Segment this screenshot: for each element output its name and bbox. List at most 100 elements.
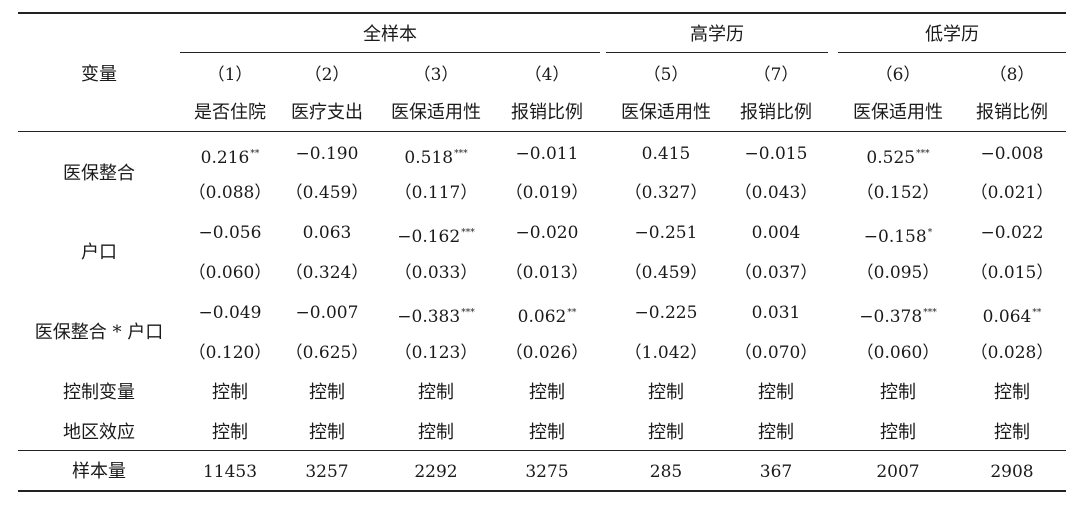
- coef-value: −0.020: [515, 223, 579, 243]
- coef-value: 0.525: [866, 148, 916, 168]
- std-error-cell: （0.459）: [624, 263, 708, 283]
- control-cell: 控制: [529, 382, 565, 403]
- sample-size-cell: 2292: [414, 462, 458, 482]
- std-error-cell: （0.028）: [970, 343, 1054, 363]
- coefficient-cell: −0.383***: [381, 298, 491, 328]
- coefficient-cell: −0.225: [611, 298, 721, 328]
- std-error-cell: （0.117）: [394, 183, 478, 203]
- top-rule: [18, 12, 1066, 14]
- coef-value: −0.378: [859, 307, 923, 327]
- coef-value: −0.225: [634, 303, 698, 323]
- sample-size-cell: 3275: [525, 462, 569, 482]
- coef-value: 0.062: [517, 307, 567, 327]
- column-name: 医保适用性: [853, 102, 943, 123]
- control-row-label: 控制变量: [63, 382, 135, 403]
- std-error-cell: （0.088）: [188, 183, 272, 203]
- coefficient-cell: −0.022: [957, 218, 1067, 248]
- coef-value: −0.251: [634, 223, 698, 243]
- coef-value: 0.064: [982, 307, 1032, 327]
- group-header-high-edu: 高学历: [690, 24, 744, 45]
- control-cell: 控制: [309, 382, 345, 403]
- significance-stars: *: [927, 228, 933, 238]
- significance-stars: **: [1032, 308, 1042, 318]
- coefficient-cell: 0.031: [721, 298, 831, 328]
- group-header-low-edu: 低学历: [925, 24, 979, 45]
- significance-stars: ***: [454, 149, 468, 159]
- std-error-cell: （0.019）: [505, 183, 589, 203]
- coef-value: 0.216: [200, 148, 250, 168]
- bottom-rule: [18, 490, 1066, 492]
- control-cell: 控制: [880, 422, 916, 443]
- column-name: 医保适用性: [391, 102, 481, 123]
- column-number: （1）: [207, 65, 253, 85]
- significance-stars: ***: [461, 228, 475, 238]
- coef-value: −0.158: [863, 227, 927, 247]
- control-cell: 控制: [648, 422, 684, 443]
- control-cell: 控制: [758, 382, 794, 403]
- coef-value: 0.004: [751, 223, 801, 243]
- coefficient-cell: −0.008: [957, 139, 1067, 169]
- control-cell: 控制: [212, 422, 248, 443]
- coefficient-cell: 0.064**: [957, 298, 1067, 328]
- coefficient-cell: −0.056: [175, 218, 285, 248]
- coef-value: −0.011: [515, 144, 579, 164]
- column-name: 医疗支出: [291, 102, 363, 123]
- group-header-full-sample: 全样本: [363, 24, 417, 45]
- std-error-cell: （0.324）: [285, 263, 369, 283]
- coef-value: −0.022: [980, 223, 1044, 243]
- std-error-cell: （0.070）: [734, 343, 818, 363]
- std-error-cell: （0.095）: [856, 263, 940, 283]
- coef-value: −0.383: [397, 307, 461, 327]
- std-error-cell: （0.013）: [505, 263, 589, 283]
- control-cell: 控制: [648, 382, 684, 403]
- significance-stars: **: [250, 149, 260, 159]
- significance-stars: ***: [916, 149, 930, 159]
- sample-size-label: 样本量: [72, 461, 126, 482]
- coef-value: −0.162: [397, 227, 461, 247]
- sample-size-cell: 11453: [202, 462, 258, 482]
- control-cell: 控制: [758, 422, 794, 443]
- column-name: 报销比例: [511, 102, 583, 123]
- column-number: （8）: [989, 65, 1035, 85]
- std-error-cell: （0.120）: [188, 343, 272, 363]
- column-number: （7）: [753, 65, 799, 85]
- control-cell: 控制: [309, 422, 345, 443]
- coef-value: 0.063: [302, 223, 352, 243]
- coefficient-cell: 0.063: [272, 218, 382, 248]
- std-error-cell: （0.459）: [285, 183, 369, 203]
- pre-total-rule: [18, 450, 1066, 451]
- std-error-cell: （1.042）: [624, 343, 708, 363]
- sample-size-cell: 2908: [990, 462, 1034, 482]
- sample-size-cell: 2007: [876, 462, 920, 482]
- coefficient-cell: 0.062**: [492, 298, 602, 328]
- coefficient-cell: −0.015: [721, 139, 831, 169]
- significance-stars: ***: [923, 308, 937, 318]
- coef-value: 0.415: [641, 144, 691, 164]
- coefficient-cell: −0.011: [492, 139, 602, 169]
- control-cell: 控制: [418, 422, 454, 443]
- coef-value: −0.056: [198, 223, 262, 243]
- sample-size-cell: 367: [759, 462, 793, 482]
- header-rule: [18, 131, 1066, 132]
- std-error-cell: （0.625）: [285, 343, 369, 363]
- std-error-cell: （0.021）: [970, 183, 1054, 203]
- variable-header: 变量: [81, 64, 117, 85]
- std-error-cell: （0.060）: [856, 343, 940, 363]
- coefficient-cell: 0.216**: [175, 139, 285, 169]
- column-name: 报销比例: [976, 102, 1048, 123]
- significance-stars: ***: [461, 308, 475, 318]
- control-cell: 控制: [529, 422, 565, 443]
- std-error-cell: （0.033）: [394, 263, 478, 283]
- control-row-label: 地区效应: [63, 422, 135, 443]
- coef-value: −0.007: [295, 303, 359, 323]
- row-label: 医保整合 * 户口: [34, 322, 164, 343]
- row-label: 户口: [81, 242, 117, 263]
- group-rule-full-sample: [180, 52, 600, 53]
- coefficient-cell: −0.251: [611, 218, 721, 248]
- coef-value: −0.190: [295, 144, 359, 164]
- column-number: （6）: [875, 65, 921, 85]
- coefficient-cell: 0.415: [611, 139, 721, 169]
- coefficient-cell: −0.049: [175, 298, 285, 328]
- coefficient-cell: 0.525***: [843, 139, 953, 169]
- sample-size-cell: 285: [649, 462, 683, 482]
